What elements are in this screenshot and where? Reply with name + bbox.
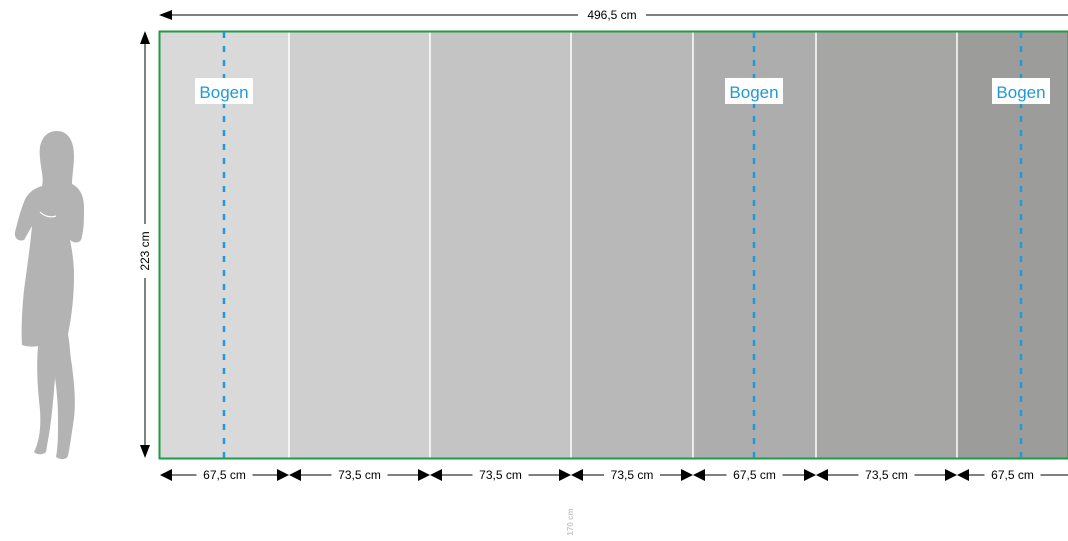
height-arrow-bottom [140, 445, 150, 458]
dimension-arrow-right [418, 469, 430, 481]
dimension-arrow-right [804, 469, 816, 481]
total-width-dimension: 496,5 cm [159, 8, 1068, 22]
panel-6 [816, 32, 957, 458]
panel-3 [430, 32, 571, 458]
height-dimension: 223 cm [138, 31, 152, 458]
bogen-label: Bogen [199, 83, 248, 102]
panel-width-label: 67,5 cm [733, 468, 776, 482]
panel-width-label: 73,5 cm [338, 468, 381, 482]
total-width-label: 496,5 cm [587, 8, 636, 22]
dimension-arrow-right [945, 469, 957, 481]
panel-width-label: 73,5 cm [611, 468, 654, 482]
dimension-arrow-right [277, 469, 289, 481]
person-height-label: 170 cm [566, 508, 575, 535]
bogen-label: Bogen [729, 83, 778, 102]
height-label: 223 cm [138, 231, 152, 270]
panel-group [160, 32, 1068, 458]
panel-width-label: 73,5 cm [479, 468, 522, 482]
panel-width-label: 73,5 cm [865, 468, 908, 482]
dimension-arrow-right [681, 469, 693, 481]
bogen-label: Bogen [996, 83, 1045, 102]
height-arrow-top [140, 31, 150, 44]
panel-width-label: 67,5 cm [203, 468, 246, 482]
panel-width-dimensions: 67,5 cm 73,5 cm 73,5 cm 73,5 cm 67,5 cm 73,5 … [160, 468, 1068, 482]
dimension-arrow-right [559, 469, 571, 481]
panel-4 [571, 32, 693, 458]
panel-2 [289, 32, 430, 458]
total-width-arrow-left [159, 10, 172, 20]
panel-width-label: 67,5 cm [991, 468, 1034, 482]
person-silhouette [15, 131, 84, 459]
person-figure [15, 131, 84, 459]
